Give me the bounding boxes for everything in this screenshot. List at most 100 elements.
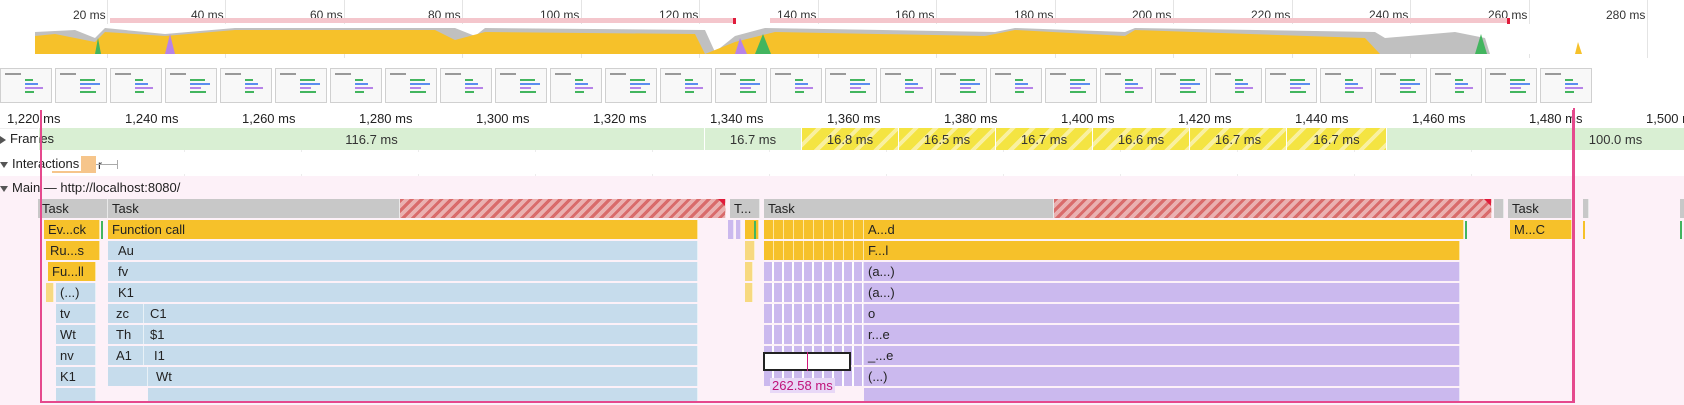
timeline-overview[interactable]: 20 ms 40 ms 60 ms 80 ms 100 ms 120 ms 14… (0, 0, 1684, 60)
call-bar[interactable]: _...e (864, 346, 1460, 365)
call-bar[interactable]: Wt (148, 367, 698, 386)
mark-bar[interactable] (754, 221, 756, 239)
call-bar[interactable]: A1 (108, 346, 144, 365)
call-bar[interactable] (745, 241, 755, 260)
frame-item[interactable]: 16.7 ms (704, 128, 801, 150)
screenshot-thumbnail[interactable] (1430, 68, 1482, 103)
collapse-icon[interactable] (0, 161, 8, 168)
call-bar[interactable] (764, 262, 864, 281)
task-bar[interactable] (1680, 199, 1684, 218)
task-bar[interactable] (1583, 199, 1589, 218)
task-bar[interactable]: Task (108, 199, 400, 218)
screenshot-thumbnail[interactable] (220, 68, 272, 103)
call-bar[interactable]: $1 (144, 325, 698, 344)
frame-item[interactable]: 16.7 ms (1286, 128, 1386, 150)
frames-track-header[interactable]: Frames (0, 131, 54, 146)
screenshots-strip[interactable] (0, 68, 1684, 106)
call-bar[interactable] (46, 283, 54, 302)
call-bar[interactable]: Wt (56, 325, 96, 344)
call-bar[interactable]: K1 (108, 283, 698, 302)
call-bar[interactable] (864, 388, 1460, 402)
task-bar[interactable] (1494, 199, 1504, 218)
mark-bar[interactable] (101, 221, 103, 239)
screenshot-thumbnail[interactable] (1540, 68, 1592, 103)
collapse-icon[interactable] (0, 185, 8, 192)
interactions-track[interactable] (0, 152, 1684, 174)
screenshot-thumbnail[interactable] (660, 68, 712, 103)
screenshot-thumbnail[interactable] (0, 68, 52, 103)
call-bar[interactable]: Ru...s (46, 241, 100, 260)
frame-item[interactable]: 16.6 ms (1092, 128, 1189, 150)
call-bar[interactable]: (a...) (864, 283, 1460, 302)
call-bar[interactable]: r...e (864, 325, 1460, 344)
event-bar[interactable]: Ev...ck (44, 220, 100, 239)
call-bar[interactable]: Th (108, 325, 144, 344)
call-bar[interactable]: (...) (56, 283, 96, 302)
call-bar[interactable] (764, 304, 864, 323)
screenshot-thumbnail[interactable] (770, 68, 822, 103)
long-task-overrun[interactable] (400, 199, 726, 218)
screenshot-thumbnail[interactable] (55, 68, 107, 103)
screenshot-thumbnail[interactable] (1210, 68, 1262, 103)
call-bar[interactable]: fv (108, 262, 698, 281)
mark-bar[interactable] (1680, 221, 1682, 239)
screenshot-thumbnail[interactable] (1265, 68, 1317, 103)
screenshot-thumbnail[interactable] (110, 68, 162, 103)
call-bar[interactable] (764, 283, 864, 302)
call-bar[interactable] (56, 388, 96, 402)
call-bar[interactable]: K1 (56, 367, 96, 386)
call-bar[interactable]: nv (56, 346, 96, 365)
call-bar[interactable]: Fu...ll (48, 262, 96, 281)
event-bar[interactable]: M...C (1510, 220, 1572, 239)
task-bar[interactable]: Task (38, 199, 108, 218)
screenshot-thumbnail[interactable] (880, 68, 932, 103)
call-bar[interactable]: (a...) (864, 262, 1460, 281)
call-bar[interactable] (764, 241, 864, 260)
interactions-track-header[interactable]: Interactions (0, 156, 82, 171)
screenshot-thumbnail[interactable] (1045, 68, 1097, 103)
mark-bar[interactable] (1583, 221, 1585, 239)
screenshot-thumbnail[interactable] (715, 68, 767, 103)
screenshot-thumbnail[interactable] (1485, 68, 1537, 103)
event-bar[interactable] (736, 220, 741, 239)
frame-item[interactable]: 100.0 ms (1386, 128, 1684, 150)
frame-item[interactable]: 16.5 ms (898, 128, 995, 150)
main-track-header[interactable]: Main — http://localhost:8080/ (0, 180, 180, 195)
mark-bar[interactable] (1465, 221, 1467, 239)
call-bar[interactable] (745, 262, 753, 281)
screenshot-thumbnail[interactable] (935, 68, 987, 103)
call-bar[interactable]: Au (108, 241, 698, 260)
screenshot-thumbnail[interactable] (385, 68, 437, 103)
screenshot-thumbnail[interactable] (440, 68, 492, 103)
call-bar[interactable] (745, 283, 753, 302)
screenshot-thumbnail[interactable] (1320, 68, 1372, 103)
screenshot-thumbnail[interactable] (330, 68, 382, 103)
frame-item[interactable]: 16.8 ms (801, 128, 898, 150)
frame-item[interactable]: 16.7 ms (995, 128, 1092, 150)
frame-item[interactable]: 16.7 ms (1189, 128, 1286, 150)
frame-item[interactable]: 116.7 ms (38, 128, 704, 150)
range-end-handle[interactable] (1573, 108, 1575, 403)
screenshot-thumbnail[interactable] (825, 68, 877, 103)
call-bar[interactable]: (...) (864, 367, 1460, 386)
event-bar[interactable]: A...d (864, 220, 1464, 239)
function-call-bar[interactable]: Function call (108, 220, 698, 239)
screenshot-thumbnail[interactable] (1100, 68, 1152, 103)
long-task-overrun[interactable] (1054, 199, 1492, 218)
expand-icon[interactable] (0, 135, 6, 144)
screenshot-thumbnail[interactable] (990, 68, 1042, 103)
call-bar[interactable] (148, 388, 698, 402)
task-bar[interactable]: Task (764, 199, 1054, 218)
call-bar[interactable]: C1 (144, 304, 698, 323)
call-bar[interactable] (764, 325, 864, 344)
call-bar[interactable]: I1 (144, 346, 698, 365)
screenshot-thumbnail[interactable] (605, 68, 657, 103)
task-bar[interactable]: T... (730, 199, 760, 218)
call-bar[interactable]: tv (56, 304, 96, 323)
screenshot-thumbnail[interactable] (165, 68, 217, 103)
call-bar[interactable]: o (864, 304, 1460, 323)
screenshot-thumbnail[interactable] (550, 68, 602, 103)
event-bar[interactable] (764, 220, 864, 239)
screenshot-thumbnail[interactable] (495, 68, 547, 103)
task-bar[interactable]: Task (1508, 199, 1572, 218)
